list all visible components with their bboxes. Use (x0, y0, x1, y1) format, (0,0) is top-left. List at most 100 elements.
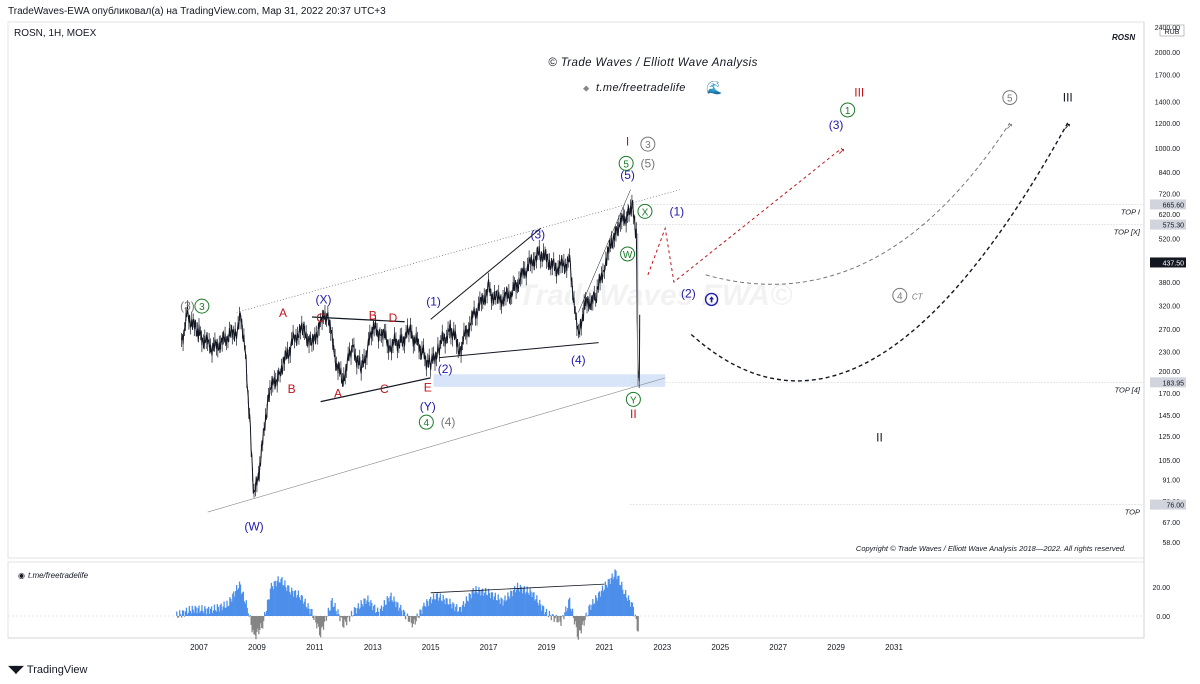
triangle-lower-line (320, 377, 431, 403)
osc-y-tick: 0.00 (1156, 614, 1170, 621)
publisher-bar: TradeWaves-EWA опубликовал(а) на Trading… (0, 0, 1200, 22)
lower-channel-line (207, 377, 666, 513)
x-tick-label: 2019 (538, 643, 556, 652)
wave-label: (1) (669, 204, 684, 218)
x-tick-label: 2017 (480, 643, 498, 652)
wave-label: B (369, 308, 377, 322)
projection-arrowhead: ➚ (1064, 121, 1072, 131)
wave-label: III (1063, 91, 1073, 105)
link-icon: ⬥ (583, 83, 590, 93)
wave-label: (4) (571, 353, 586, 367)
wave-label-circle (620, 246, 636, 262)
currency-label: RUB (1165, 29, 1180, 36)
symbol-label: ROSN, 1H, MOEX (14, 28, 97, 39)
wave-channel-lower (439, 342, 599, 359)
price-badge-label: 183.95 (1163, 380, 1185, 387)
price-badge-label: 437.50 (1163, 260, 1185, 267)
wave-label: (Y) (420, 400, 436, 414)
wave-label-circle (637, 203, 653, 219)
x-tick-label: 2027 (769, 643, 787, 652)
wave-label: I (626, 134, 629, 148)
x-tick-label: 2023 (653, 643, 671, 652)
footer-brand[interactable]: ◥◤ TradingView (8, 663, 88, 677)
y-tick-label: 105.00 (1159, 458, 1181, 465)
eye-icon[interactable]: ◉ (18, 571, 25, 580)
osc-y-tick: 20.00 (1152, 585, 1170, 592)
y-tick-label: 1000.00 (1155, 146, 1180, 153)
wave-label: II (630, 407, 637, 421)
wave-label: 3 (199, 302, 205, 313)
wave-label: II (876, 430, 883, 444)
x-tick-label: 2015 (422, 643, 440, 652)
main-pane-frame (7, 21, 1145, 559)
wave-label-circle (640, 136, 656, 152)
price-badge-label: 575.30 (1163, 223, 1185, 230)
y-tick-label: 170.00 (1159, 391, 1181, 398)
wave-label: (3) (829, 118, 844, 132)
projection-path (690, 122, 1069, 382)
wave-label: 3 (645, 140, 651, 151)
up-arrow-glyph (709, 296, 715, 303)
x-tick-label: 2021 (596, 643, 614, 652)
y-tick-label: 200.00 (1159, 369, 1181, 376)
level-label: TOP I (1121, 207, 1140, 216)
price-badge (1150, 499, 1186, 510)
wave-label: (2) (438, 362, 453, 376)
wave-label: X (642, 207, 649, 218)
up-arrow-marker-icon[interactable] (704, 292, 719, 307)
x-tick-label: 2009 (248, 643, 266, 652)
wave-label-circle (1002, 90, 1018, 106)
y-tick-label: 1400.00 (1155, 100, 1180, 107)
y-tick-label: 620.00 (1159, 212, 1181, 219)
y-tick-label: 840.00 (1159, 170, 1181, 177)
wave-label-circle (618, 155, 634, 171)
price-badge (1150, 199, 1186, 210)
wave-label: (1) (426, 295, 441, 309)
wave-label: 4 (424, 418, 430, 429)
wave-channel-upper (430, 227, 542, 320)
telegram-link[interactable]: t.me/freetradelife (596, 82, 686, 94)
x-tick-label: 2025 (711, 643, 729, 652)
wave-label: 5 (623, 159, 629, 170)
projection-arrowhead: ➚ (1006, 121, 1014, 131)
footer-text: TradingView (26, 663, 88, 676)
x-tick-label: 2007 (190, 643, 208, 652)
y-tick-label: 58.00 (1162, 540, 1180, 547)
indicator-label: t.me/freetradelife (28, 571, 89, 580)
wave-label: Y (630, 395, 637, 406)
wave-label-circle (194, 298, 210, 314)
x-tick-label: 2031 (885, 643, 903, 652)
wave-label: 1 (845, 106, 851, 117)
publisher-text: TradeWaves-EWA опубликовал(а) на Trading… (8, 6, 386, 17)
wave-label: CT (912, 292, 924, 301)
wave-label: B (288, 382, 296, 396)
support-zone (433, 374, 666, 387)
y-tick-label: 1700.00 (1155, 73, 1180, 80)
y-tick-label: 67.00 (1162, 520, 1180, 527)
y-tick-label: 2400.00 (1155, 25, 1180, 32)
wave-label: E (424, 381, 432, 395)
price-badge-label: 76.00 (1166, 503, 1184, 510)
wave-label: (4) (441, 415, 456, 429)
triangle-upper-line (311, 316, 405, 323)
wave-label: (3) (180, 299, 195, 313)
wave-label: C (380, 382, 389, 396)
projection-arrowhead: ➚ (838, 146, 846, 156)
y-tick-label: 720.00 (1159, 192, 1181, 199)
ticker-watermark: ROSN (1112, 33, 1135, 42)
wave-label-circle (625, 391, 641, 407)
wave-emoji-icon: 🌊 (706, 80, 722, 95)
wave-label: III (854, 86, 864, 100)
y-tick-label: 1200.00 (1155, 121, 1180, 128)
level-label: TOP [4] (1115, 385, 1141, 394)
level-label: TOP [X] (1114, 228, 1141, 237)
y-tick-label: 2000.00 (1155, 50, 1180, 57)
y-tick-label: 125.00 (1159, 434, 1181, 441)
osc-trendline (430, 583, 605, 594)
y-tick-label: 91.00 (1162, 478, 1180, 485)
wave-label: (5) (641, 156, 656, 170)
wave-label: 4 (897, 291, 903, 302)
x-tick-label: 2011 (306, 643, 324, 652)
brand-title: © Trade Waves / Elliott Wave Analysis (548, 57, 757, 69)
